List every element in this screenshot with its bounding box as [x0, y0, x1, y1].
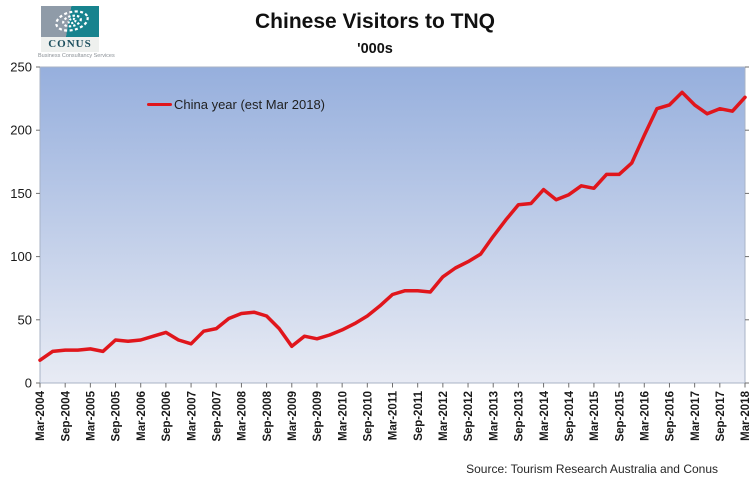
x-axis-label: Sep-2013: [514, 391, 526, 442]
conus-logo-wordmark: CONUS: [41, 37, 99, 52]
x-axis-label: Sep-2016: [665, 391, 677, 442]
conus-logo: CONUS Business Consultancy Services: [38, 6, 115, 59]
y-axis-label: 100: [10, 249, 32, 264]
x-axis-label: Mar-2007: [186, 391, 198, 441]
plot-background: [39, 66, 746, 384]
x-axis-label: Sep-2005: [111, 390, 123, 441]
chart-title: Chinese Visitors to TNQ: [255, 10, 495, 33]
x-axis-label: Sep-2015: [614, 390, 626, 441]
x-axis-label: Mar-2016: [639, 391, 651, 441]
x-axis-label: Mar-2011: [388, 390, 400, 440]
x-axis-label: Mar-2013: [488, 391, 500, 441]
conus-logo-square: CONUS: [41, 6, 99, 52]
x-axis-label: Mar-2005: [86, 390, 98, 440]
x-axis-label: Sep-2014: [564, 390, 576, 441]
x-axis-label: Sep-2010: [363, 391, 375, 442]
x-axis-label: Mar-2014: [539, 390, 551, 440]
x-axis-label: Mar-2006: [136, 391, 148, 441]
x-axis-label: Sep-2017: [715, 391, 727, 442]
x-axis-label: Sep-2004: [60, 390, 72, 441]
x-axis-label: Sep-2009: [312, 391, 324, 442]
x-axis-label: Mar-2008: [237, 390, 249, 440]
conus-swirl-icon: [55, 10, 89, 32]
x-axis-label: Mar-2015: [589, 390, 601, 440]
x-axis-label: Mar-2012: [438, 391, 450, 441]
y-axis-label: 50: [18, 312, 32, 327]
legend: China year (est Mar 2018): [147, 97, 325, 112]
x-axis-label: Mar-2018: [740, 390, 750, 440]
conus-logo-caption: Business Consultancy Services: [38, 53, 115, 59]
x-axis-label: Mar-2010: [337, 391, 349, 441]
legend-line-swatch: [147, 102, 172, 107]
x-axis-label: Mar-2004: [35, 390, 47, 440]
legend-label: China year (est Mar 2018): [174, 97, 326, 112]
x-axis-label: Mar-2017: [690, 391, 702, 441]
y-axis-label: 250: [10, 60, 32, 75]
x-axis-label: Sep-2008: [262, 390, 274, 441]
y-axis-label: 150: [10, 186, 32, 201]
x-axis-label: Sep-2012: [463, 391, 475, 442]
x-axis-label: Sep-2007: [211, 391, 223, 442]
x-axis-label: Mar-2009: [287, 391, 299, 441]
axis-layer: 0 50 100 150 200 250 Mar-2004 Sep-2004 Mar-2005 S…: [10, 60, 750, 442]
series-line-china-year: [38, 90, 747, 362]
chart-subtitle: '000s: [357, 41, 393, 57]
y-axis-label: 200: [10, 123, 32, 138]
x-axis-label: Sep-2006: [161, 391, 173, 442]
source-note: Source: Tourism Research Australia and C…: [466, 462, 718, 476]
y-axis-label: 0: [25, 376, 32, 391]
x-axis-label: Sep-2011: [413, 390, 425, 440]
